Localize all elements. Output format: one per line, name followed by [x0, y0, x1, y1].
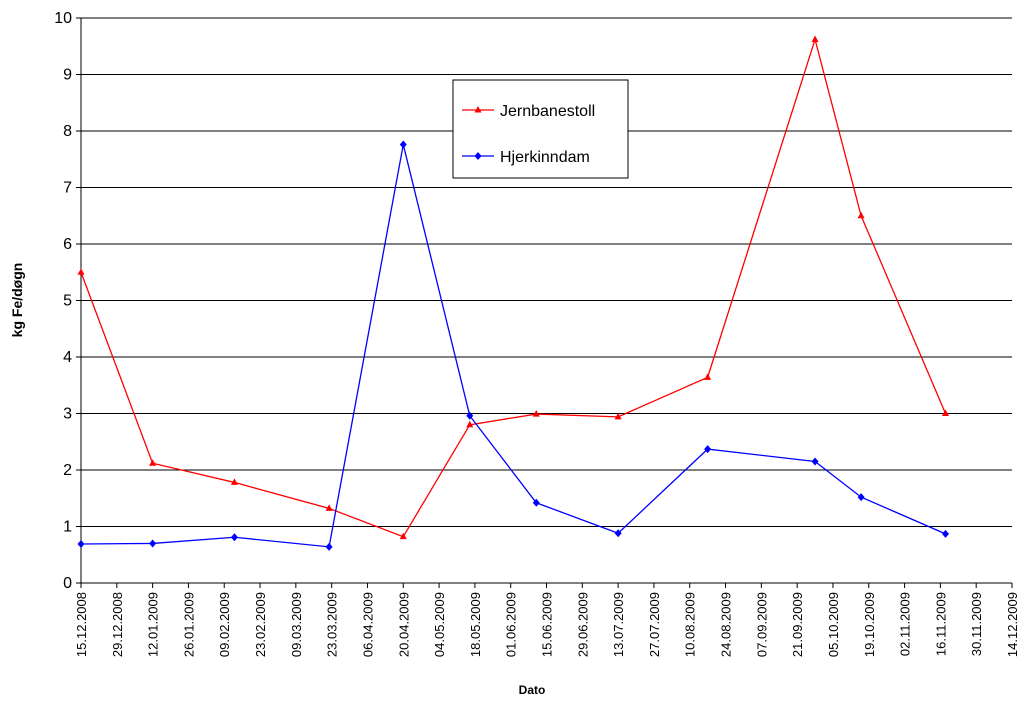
y-tick-label: 1 — [63, 519, 72, 536]
point — [811, 35, 819, 42]
y-tick-label: 2 — [63, 462, 72, 479]
point — [614, 412, 622, 420]
point — [704, 445, 712, 454]
x-tick-label: 24.08.2009 — [719, 592, 734, 657]
point — [857, 211, 865, 219]
x-tick-label: 23.02.2009 — [253, 592, 268, 657]
x-tick-label: 29.06.2009 — [575, 592, 590, 657]
point — [325, 542, 333, 551]
x-tick-label: 14.12.2009 — [1005, 592, 1019, 657]
y-tick-label: 3 — [63, 406, 72, 423]
x-tick-label: 15.06.2009 — [540, 592, 555, 657]
x-tick-label: 15.12.2008 — [74, 592, 89, 657]
x-tick-label: 23.03.2009 — [325, 592, 340, 657]
x-tick-label: 21.09.2009 — [790, 592, 805, 657]
point — [942, 529, 949, 538]
point — [857, 493, 865, 502]
x-tick-label: 02.11.2009 — [898, 592, 913, 656]
point — [614, 529, 622, 538]
x-tick-label: 04.05.2009 — [432, 592, 447, 657]
x-tick-label: 09.03.2009 — [289, 592, 304, 657]
x-tick-label: 10.08.2009 — [683, 592, 698, 657]
x-tick-label: 16.11.2009 — [933, 592, 948, 656]
point — [532, 498, 540, 507]
x-tick-label: 19.10.2009 — [862, 592, 877, 657]
x-tick-label: 09.02.2009 — [217, 592, 232, 657]
legend-label: Jernbanestoll — [500, 103, 595, 120]
point — [149, 459, 157, 466]
point — [77, 540, 85, 549]
point — [399, 140, 407, 149]
point — [466, 420, 474, 428]
x-tick-label: 20.04.2009 — [396, 592, 411, 657]
legend-label: Hjerkinndam — [500, 149, 590, 166]
series-line — [80, 37, 947, 538]
x-tick-label: 06.04.2009 — [360, 592, 375, 657]
point — [466, 411, 474, 420]
y-tick-label: 6 — [63, 236, 72, 253]
legend — [452, 79, 629, 179]
point — [230, 478, 238, 485]
legend-marker — [474, 106, 482, 113]
y-tick-label: 7 — [63, 180, 72, 197]
x-tick-label: 13.07.2009 — [611, 592, 626, 657]
y-tick-label: 10 — [54, 10, 72, 27]
point — [325, 504, 333, 511]
point — [532, 410, 540, 417]
y-tick-label: 9 — [63, 67, 72, 84]
point — [704, 373, 712, 380]
legend-marker — [474, 152, 482, 160]
x-tick-label: 18.05.2009 — [468, 592, 483, 657]
x-tick-label: 07.09.2009 — [754, 592, 769, 657]
x-tick-label: 26.01.2009 — [181, 592, 196, 657]
y-tick-label: 4 — [63, 349, 72, 366]
point — [811, 457, 819, 466]
x-tick-label: 29.12.2008 — [110, 592, 125, 657]
series-line — [80, 144, 946, 548]
x-tick-label: 12.01.2009 — [146, 592, 161, 657]
x-tick-label: 01.06.2009 — [504, 592, 519, 657]
x-tick-label: 05.10.2009 — [826, 592, 841, 657]
point — [942, 409, 949, 416]
point — [399, 532, 407, 540]
y-tick-label: 5 — [63, 293, 72, 310]
x-tick-label: 30.11.2009 — [969, 592, 984, 656]
y-tick-label: 0 — [63, 575, 72, 592]
x-axis-label: Dato — [519, 683, 546, 697]
x-tick-label: 27.07.2009 — [647, 592, 662, 657]
point — [149, 539, 157, 548]
point — [230, 533, 238, 542]
point — [77, 268, 85, 275]
y-axis-label: kg Fe/døgn — [9, 263, 25, 338]
y-tick-label: 8 — [63, 123, 72, 140]
